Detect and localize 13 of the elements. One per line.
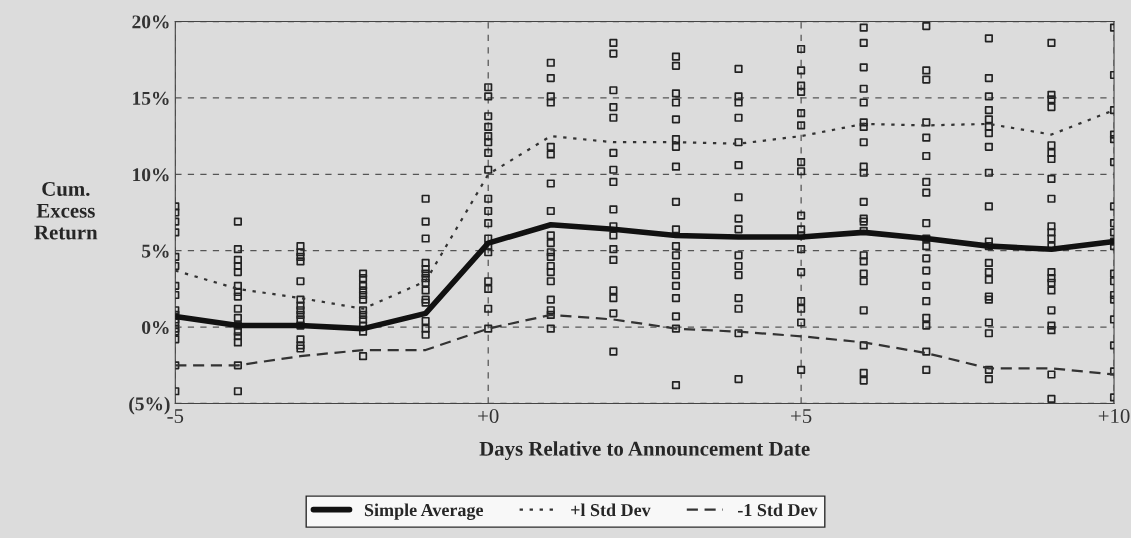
y-tick-label: 20% [132, 15, 169, 29]
x-tick-label: +10 [1098, 408, 1130, 424]
x-axis-title: Days Relative to Announcement Date [479, 441, 810, 461]
y-axis-title: Cum. Excess Return [34, 181, 98, 240]
x-tick-label: +5 [791, 409, 812, 424]
y-tick-label: 10% [133, 168, 169, 182]
y-tick-label: 5% [142, 244, 169, 258]
legend-label: Simple Average [364, 503, 484, 520]
y-tick-label: 0% [142, 320, 169, 335]
legend-label: +l Std Dev [571, 503, 651, 517]
x-tick-label: +0 [478, 408, 499, 424]
y-tick-label: 15% [133, 91, 169, 105]
legend-label: -1 Std Dev [738, 503, 818, 517]
